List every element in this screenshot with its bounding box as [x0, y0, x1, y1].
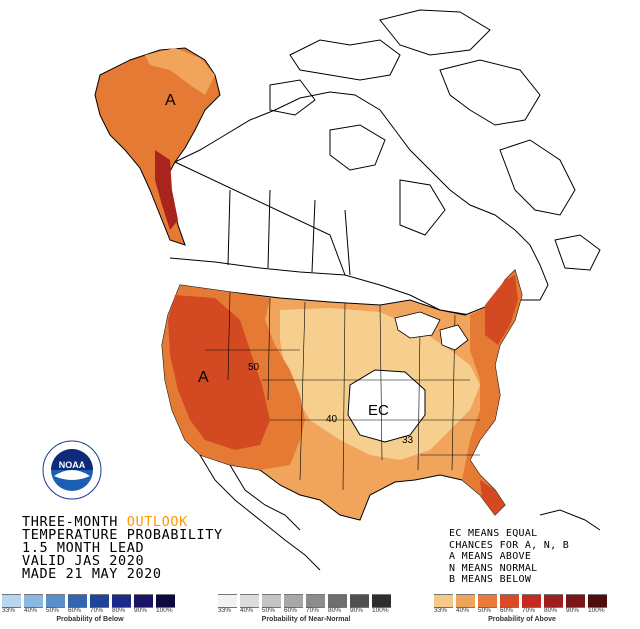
scale-ticks: 33% 40% 50% 60% 70% 80% 90% 100%: [434, 607, 610, 614]
mexico-outline: [199, 454, 601, 571]
scale-swatch: [24, 594, 43, 608]
scale-swatch: [218, 594, 237, 608]
scale-below: 33% 40% 50% 60% 70% 80% 90% 100% Probability of…: [2, 594, 178, 629]
title-outlook-word: OUTLOOK: [126, 514, 188, 530]
scale-swatches: [218, 594, 394, 608]
scale-tick-label: 100%: [372, 607, 389, 614]
scale-tick-label: 40%: [24, 607, 38, 614]
scale-swatch: [112, 594, 131, 608]
legend-note: B MEANS BELOW: [449, 574, 532, 585]
scale-caption: Probability of Below: [56, 616, 124, 623]
scale-swatch: [90, 594, 109, 608]
scale-tick-label: 40%: [240, 607, 254, 614]
scale-tick-label: 80%: [544, 607, 558, 614]
scale-swatch: [134, 594, 153, 608]
scale-swatch: [434, 594, 453, 608]
scale-tick-label: 33%: [218, 607, 232, 614]
scale-tick-label: 80%: [328, 607, 342, 614]
title-line3: 1.5 MONTH LEAD: [22, 540, 145, 556]
scale-tick-label: 90%: [350, 607, 364, 614]
outlook-map: A A EC 50 40 33: [94, 9, 601, 571]
scale-swatches: [2, 594, 178, 608]
legend-notes: EC MEANS EQUAL CHANCES FOR A, N, B A MEA…: [449, 528, 569, 586]
scale-tick-label: 33%: [434, 607, 448, 614]
scale-tick-label: 33%: [2, 607, 16, 614]
scale-ticks: 33% 40% 50% 60% 70% 80% 90% 100%: [2, 607, 178, 614]
scale-swatch: [372, 594, 391, 608]
scale-tick-label: 50%: [478, 607, 492, 614]
contour-40-label: 40: [326, 414, 338, 425]
scale-tick-label: 90%: [566, 607, 580, 614]
scale-tick-label: 100%: [156, 607, 173, 614]
legend-note: A MEANS ABOVE: [449, 551, 532, 562]
ec-label: EC: [368, 402, 389, 419]
alaska-label: A: [165, 92, 176, 109]
scale-tick-label: 40%: [456, 607, 470, 614]
scale-near-normal: 33% 40% 50% 60% 70% 80% 90% 100% Probability of…: [218, 594, 394, 629]
scale-swatch: [500, 594, 519, 608]
scale-tick-label: 60%: [500, 607, 514, 614]
scale-tick-label: 70%: [522, 607, 536, 614]
scale-swatches: [434, 594, 610, 608]
scale-swatch: [328, 594, 347, 608]
scale-tick-label: 50%: [262, 607, 276, 614]
scale-swatch: [2, 594, 21, 608]
legend-note: CHANCES FOR A, N, B: [449, 539, 570, 551]
scale-swatch: [156, 594, 175, 608]
scale-swatch: [544, 594, 563, 608]
legend-note: N MEANS NORMAL: [449, 562, 538, 574]
alaska-region: A: [94, 47, 221, 246]
scale-caption: Probability of Above: [488, 616, 556, 623]
contour-33-label: 33: [402, 435, 414, 446]
scale-swatch: [588, 594, 607, 608]
contour-50-label: 50: [248, 362, 260, 373]
scale-swatch: [284, 594, 303, 608]
scale-tick-label: 70%: [90, 607, 104, 614]
noaa-logo: NOAA: [42, 440, 102, 500]
scale-swatch: [566, 594, 585, 608]
scale-swatch: [240, 594, 259, 608]
scale-tick-label: 80%: [112, 607, 126, 614]
legend-note: EC MEANS EQUAL: [449, 528, 538, 539]
scale-caption: Probability of Near-Normal: [261, 616, 351, 623]
scale-above: 33% 40% 50% 60% 70% 80% 90% 100% Probability of…: [434, 594, 610, 629]
scale-tick-label: 60%: [284, 607, 298, 614]
scale-swatch: [478, 594, 497, 608]
scale-swatch: [262, 594, 281, 608]
scale-tick-label: 90%: [134, 607, 148, 614]
scale-swatch: [306, 594, 325, 608]
scale-swatch: [68, 594, 87, 608]
title-block: THREE-MONTH OUTLOOK TEMPERATURE PROBABIL…: [22, 514, 223, 582]
logo-text: NOAA: [59, 460, 86, 470]
title-line4: VALID JAS 2020: [22, 553, 145, 569]
west-label: A: [198, 369, 209, 386]
scale-tick-label: 70%: [306, 607, 320, 614]
scale-swatch: [456, 594, 475, 608]
scale-tick-label: 50%: [46, 607, 60, 614]
canada-outline: [169, 9, 601, 316]
title-line5: MADE 21 MAY 2020: [22, 566, 162, 582]
conus-region: A EC 50 40 33: [161, 269, 523, 521]
scale-swatch: [46, 594, 65, 608]
scale-swatch: [522, 594, 541, 608]
scale-tick-label: 60%: [68, 607, 82, 614]
scale-tick-label: 100%: [588, 607, 605, 614]
title-line1: THREE-MONTH: [22, 514, 127, 530]
scale-ticks: 33% 40% 50% 60% 70% 80% 90% 100%: [218, 607, 394, 614]
title-line2: TEMPERATURE PROBABILITY: [22, 527, 223, 543]
scale-swatch: [350, 594, 369, 608]
